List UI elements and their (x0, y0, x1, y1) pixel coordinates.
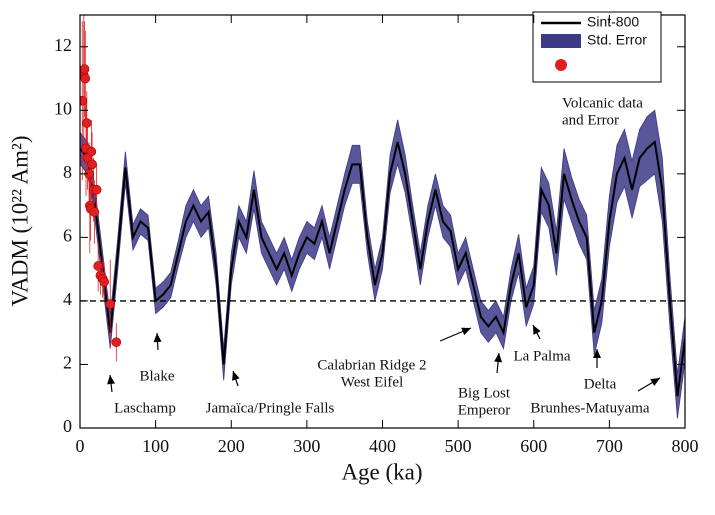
volcanic-point (86, 146, 97, 157)
legend-label: Std. Error (587, 32, 647, 48)
annotation-arrowhead (494, 353, 503, 363)
volcanic-point (111, 337, 122, 348)
x-tick-label: 100 (142, 436, 169, 456)
x-tick-label: 300 (293, 436, 320, 456)
y-tick-label: 8 (63, 162, 72, 182)
annotation: Laschamp (114, 400, 176, 416)
x-tick-label: 200 (218, 436, 245, 456)
annotation: and Error (562, 112, 619, 128)
x-tick-label: 400 (369, 436, 396, 456)
volcanic-point (80, 95, 88, 106)
y-axis-label: VADM (10²² Am²) (7, 135, 32, 306)
legend-swatch (541, 34, 581, 48)
volcanic-point (105, 299, 116, 309)
annotation: Volcanic data (562, 95, 643, 111)
x-tick-label: 500 (445, 436, 472, 456)
legend: Sint-800 Std. Error (532, 11, 662, 83)
annotation: West Eifel (341, 374, 404, 390)
error-band (80, 109, 685, 419)
x-tick-label: 600 (520, 436, 547, 456)
annotation: Big Lost (458, 385, 511, 401)
volcanic-point (91, 184, 102, 195)
annotation-arrowhead (232, 371, 240, 381)
annotation-arrowhead (461, 327, 471, 336)
annotation: La Palma (513, 348, 570, 364)
annotation: Calabrian Ridge 2 (317, 357, 426, 373)
y-tick-label: 0 (63, 416, 72, 436)
annotation-arrowhead (533, 325, 541, 335)
y-tick-label: 2 (63, 353, 72, 373)
annotation: Blake (140, 368, 175, 384)
x-tick-label: 0 (76, 436, 85, 456)
annotation: Delta (584, 376, 617, 392)
line (80, 140, 685, 397)
annotation-arrowhead (593, 349, 601, 358)
annotation-arrowhead (153, 333, 162, 343)
plot-area (80, 15, 685, 419)
y-tick-label: 10 (54, 98, 72, 118)
volcanic-point (87, 159, 97, 170)
volcanic-point (93, 261, 103, 271)
annotation-arrowhead (650, 378, 660, 387)
volcanic-point (80, 73, 91, 84)
annotation: Brunhes-Matuyama (530, 400, 649, 416)
legend-label: Sint-800 (587, 14, 639, 30)
x-tick-label: 700 (596, 436, 623, 456)
volcanic-point (82, 118, 92, 128)
y-tick-label: 6 (63, 226, 72, 246)
annotation: Jamaïca/Pringle Falls (206, 400, 335, 416)
annotation-arrowhead (107, 375, 116, 385)
volcanic-point (80, 64, 90, 74)
x-tick-label: 800 (672, 436, 699, 456)
y-tick-label: 4 (63, 289, 72, 309)
volcanic-point (89, 207, 100, 217)
x-axis-label: Age (ka) (341, 459, 422, 484)
y-tick-label: 12 (54, 35, 72, 55)
annotation: Emperor (458, 402, 510, 418)
volcanic-point (99, 277, 109, 287)
